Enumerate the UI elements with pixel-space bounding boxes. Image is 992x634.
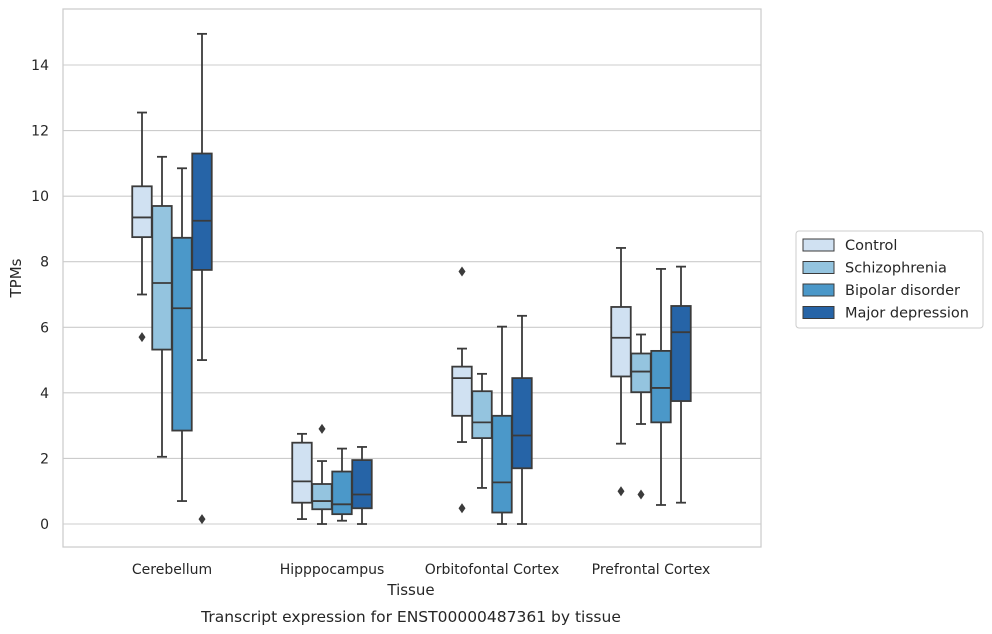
box-body	[610, 306, 632, 378]
legend-swatch	[802, 238, 835, 252]
y-tick-label: 6	[40, 320, 49, 336]
box-body	[351, 459, 373, 510]
box	[331, 447, 353, 522]
box	[131, 111, 153, 343]
x-tick-label: Prefrontal Cortex	[592, 562, 711, 578]
box	[451, 266, 473, 514]
box	[191, 32, 213, 525]
outlier-point	[637, 489, 645, 500]
legend: Control Schizophrenia Bipolar disorder Majo…	[795, 230, 984, 329]
box-body	[630, 352, 652, 394]
legend-label: Control	[845, 238, 897, 254]
legend-item: Schizophrenia	[802, 261, 947, 277]
legend-item: Control	[802, 238, 897, 254]
y-tick-label: 4	[40, 386, 49, 402]
legend-swatch	[802, 261, 835, 274]
series-major-depression	[191, 32, 692, 525]
legend-label: Schizophrenia	[845, 261, 947, 277]
legend-item: Bipolar disorder	[802, 283, 960, 299]
legend-item: Major depression	[802, 306, 969, 322]
box-body	[191, 152, 213, 271]
y-axis-label: TPMs	[7, 258, 25, 298]
box-body	[291, 441, 313, 504]
box	[511, 314, 533, 525]
y-tick-label: 8	[40, 255, 49, 271]
series-control	[131, 111, 632, 520]
box-body	[171, 236, 193, 432]
box	[471, 372, 493, 489]
box-groups	[131, 32, 692, 525]
outlier-point	[617, 486, 625, 497]
outlier-point	[138, 332, 146, 343]
box	[650, 268, 672, 506]
x-tick-label: Orbitofontal Cortex	[425, 562, 560, 578]
plot-frame	[62, 8, 762, 548]
box	[351, 446, 373, 525]
box-body	[670, 305, 692, 402]
outlier-point	[458, 266, 466, 277]
box	[491, 325, 513, 525]
series-bipolar-disorder	[171, 167, 672, 525]
box-body	[131, 185, 153, 239]
x-tick-labels: Cerebellum Hipppocampus Orbitofontal Corte…	[132, 562, 710, 578]
y-tick-label: 14	[31, 58, 49, 74]
y-tick-labels: 0 2 4 6 8 10 12 14	[31, 58, 49, 533]
box-body	[451, 365, 473, 417]
box	[171, 167, 193, 502]
box-body	[650, 349, 672, 424]
legend-frame	[795, 230, 984, 329]
legend-label: Bipolar disorder	[845, 283, 960, 299]
y-tick-label: 12	[31, 124, 49, 140]
series-schizophrenia	[151, 155, 652, 525]
box	[291, 432, 313, 520]
y-tick-label: 10	[31, 189, 49, 205]
x-axis-label: Tissue	[386, 581, 434, 599]
legend-label: Major depression	[845, 306, 969, 322]
x-tick-label: Hipppocampus	[280, 562, 385, 578]
box	[610, 247, 632, 497]
outlier-point	[458, 503, 466, 514]
y-tick-label: 2	[40, 451, 49, 467]
box	[670, 265, 692, 504]
outlier-point	[198, 514, 206, 525]
box	[151, 155, 173, 458]
chart-caption: Transcript expression for ENST0000048736…	[200, 608, 621, 626]
x-tick-label: Cerebellum	[132, 562, 212, 578]
y-tick-label: 0	[40, 517, 49, 533]
outlier-point	[318, 423, 326, 434]
box-body	[471, 390, 493, 440]
box	[311, 423, 333, 525]
box-body	[311, 483, 333, 511]
legend-swatch	[802, 306, 835, 319]
legend-swatch	[802, 283, 835, 297]
box-body	[331, 470, 353, 516]
box-body	[511, 377, 533, 470]
box-body	[491, 414, 513, 514]
box-body	[151, 205, 173, 351]
box	[630, 333, 652, 500]
